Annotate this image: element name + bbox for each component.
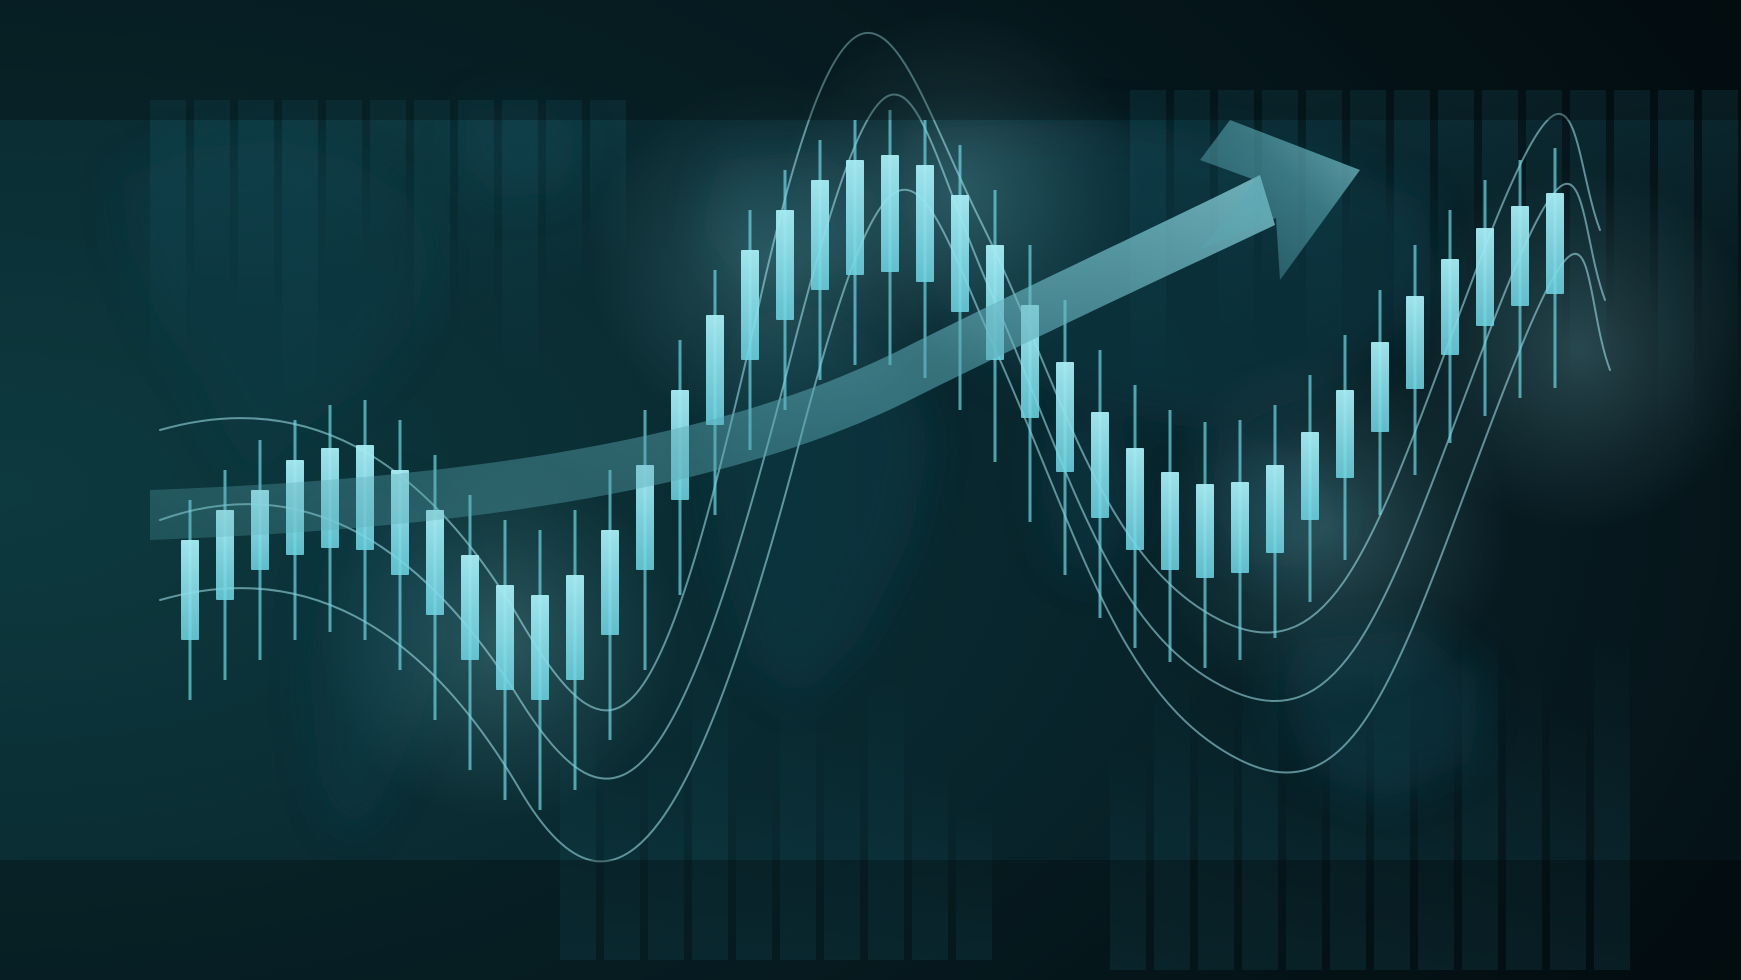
bg-bar bbox=[502, 100, 538, 380]
bg-bar bbox=[370, 100, 406, 240]
candle-body bbox=[1266, 465, 1284, 553]
candle-body bbox=[741, 250, 759, 360]
bg-bar bbox=[326, 100, 362, 270]
candle-body bbox=[1476, 228, 1494, 326]
chart-svg bbox=[0, 0, 1741, 980]
candle-body bbox=[1546, 193, 1564, 294]
candle-body bbox=[706, 315, 724, 425]
candle-body bbox=[531, 595, 549, 700]
bg-bar bbox=[414, 100, 450, 350]
candle-body bbox=[1091, 412, 1109, 518]
candle-body bbox=[1196, 484, 1214, 578]
candle-body bbox=[566, 575, 584, 680]
candle-body bbox=[181, 540, 199, 640]
financial-chart-graphic bbox=[0, 0, 1741, 980]
vignette-top bbox=[0, 0, 1741, 120]
bg-bar bbox=[546, 100, 582, 290]
candle-body bbox=[1406, 296, 1424, 389]
candle-body bbox=[1441, 259, 1459, 355]
candle-body bbox=[1231, 482, 1249, 573]
candle-body bbox=[1161, 472, 1179, 570]
candle-body bbox=[846, 160, 864, 275]
candle-body bbox=[1511, 206, 1529, 306]
candle-body bbox=[881, 155, 899, 272]
candle-body bbox=[776, 210, 794, 320]
candle-body bbox=[1056, 362, 1074, 472]
candle-body bbox=[1126, 448, 1144, 550]
candle-body bbox=[1336, 390, 1354, 478]
candle-body bbox=[916, 165, 934, 282]
candle-body bbox=[461, 555, 479, 660]
candle-body bbox=[496, 585, 514, 690]
bg-bar bbox=[238, 100, 274, 330]
vignette-bottom bbox=[0, 860, 1741, 980]
bg-bar bbox=[150, 100, 186, 360]
bg-bar bbox=[458, 100, 494, 310]
candle-body bbox=[811, 180, 829, 290]
candle-body bbox=[1301, 432, 1319, 520]
candle-body bbox=[1371, 342, 1389, 432]
bg-bar bbox=[282, 100, 318, 400]
candle-body bbox=[426, 510, 444, 615]
bg-bar bbox=[194, 100, 230, 300]
candle-body bbox=[951, 195, 969, 312]
candle-body bbox=[601, 530, 619, 635]
